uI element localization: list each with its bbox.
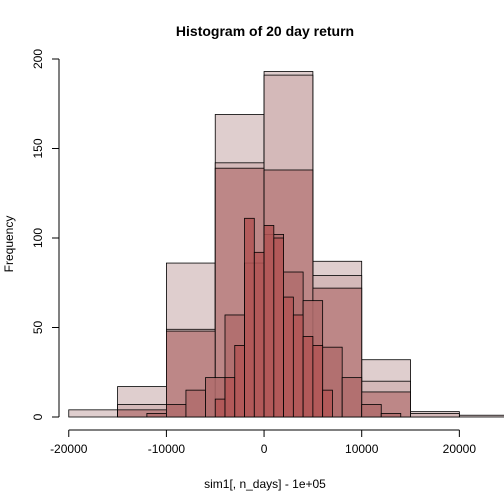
histogram-bar (410, 413, 460, 418)
histogram-bar (244, 217, 255, 418)
histogram-bar (302, 336, 314, 418)
y-tick-label: 50 (31, 321, 45, 335)
x-tick-label: -20000 (50, 442, 88, 456)
y-tick-label: 0 (31, 413, 45, 420)
x-tick-label: -10000 (148, 442, 186, 456)
x-tick-label: 0 (261, 442, 268, 456)
histogram-bar (166, 404, 187, 418)
histogram-bar (292, 314, 304, 418)
histogram-bar (312, 344, 324, 418)
histogram-bar (263, 225, 275, 418)
y-axis-label: Frequency (2, 216, 16, 273)
histogram-bar (380, 413, 402, 418)
histogram-bar (283, 296, 294, 418)
histogram-bar (185, 389, 206, 418)
y-tick-label: 100 (31, 228, 45, 248)
histogram-bar (214, 398, 226, 418)
x-tick-label: 20000 (443, 442, 477, 456)
chart-title: Histogram of 20 day return (176, 23, 354, 39)
bars-layer (68, 71, 504, 418)
histogram-bar (361, 404, 382, 418)
histogram-bar (224, 377, 236, 418)
histogram-bar (458, 414, 504, 418)
y-tick-label: 200 (31, 49, 45, 69)
histogram-bar (234, 344, 245, 418)
histogram-bar (253, 251, 265, 418)
histogram-bar (273, 237, 284, 418)
histogram-bar (146, 413, 167, 418)
histogram-bar (68, 409, 118, 418)
histogram-bar (341, 377, 363, 418)
histogram-layer-5 (214, 217, 333, 418)
x-axis: -20000 -10000 0 10000 20000 (50, 429, 477, 456)
y-axis: 0 50 100 150 200 (31, 49, 60, 420)
x-tick-label: 10000 (345, 442, 379, 456)
histogram-bar (322, 389, 333, 418)
y-tick-label: 150 (31, 138, 45, 158)
x-axis-label: sim1[, n_days] - 1e+05 (204, 477, 326, 491)
